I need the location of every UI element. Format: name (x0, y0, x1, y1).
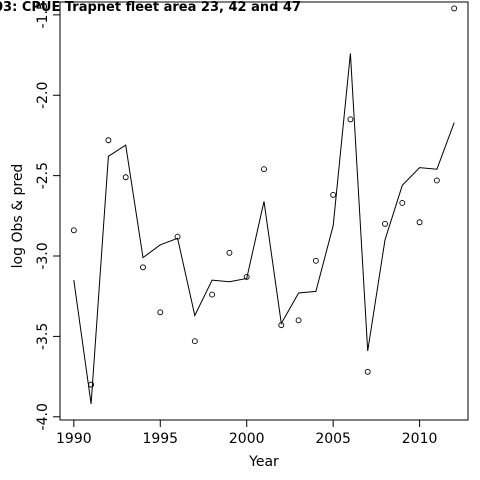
y-tick-label: -2.0 (35, 82, 51, 109)
observed-point (140, 264, 146, 271)
observed-point (347, 116, 354, 123)
y-tick-label: -4.0 (35, 403, 51, 430)
observed-point (312, 257, 319, 264)
observed-point (209, 291, 216, 298)
observed-point (70, 227, 77, 234)
plot-marks (70, 5, 458, 404)
x-tick-label: 1995 (142, 431, 178, 447)
observed-point (433, 177, 440, 184)
observed-point (157, 309, 164, 316)
x-tick-label: 1990 (56, 431, 92, 447)
observed-point (105, 137, 112, 144)
x-tick-label: 2010 (402, 431, 438, 447)
y-axis: -4.0 -3.5 -3.0 -2.5 -2.0 -1.5 (35, 1, 60, 430)
x-tick-label: 2005 (315, 431, 351, 447)
observed-point (451, 5, 458, 12)
chart-title: 03: CPUE Trapnet fleet area 23, 42 and 4… (0, 0, 301, 15)
y-axis-label: log Obs & pred (10, 164, 26, 269)
x-axis-label: Year (248, 454, 279, 470)
observed-point (364, 368, 371, 375)
observed-point (191, 338, 198, 345)
observed-point (261, 166, 267, 173)
observed-point (382, 220, 388, 227)
observed-point (399, 200, 406, 206)
observed-point (330, 191, 337, 198)
y-tick-label: -2.5 (35, 162, 51, 189)
observed-point (122, 174, 129, 181)
x-tick-label: 2000 (229, 431, 265, 447)
x-axis: 1990 1995 2000 2005 2010 (56, 420, 437, 447)
observed-point (226, 249, 233, 256)
observed-point (243, 273, 250, 280)
y-tick-label: -1.5 (35, 1, 51, 28)
plot-frame (59, 1, 469, 421)
observed-point (295, 317, 302, 324)
y-tick-label: -3.5 (35, 323, 51, 350)
y-tick-label: -3.0 (35, 242, 51, 269)
observed-point (416, 219, 423, 226)
predicted-line (73, 53, 455, 404)
